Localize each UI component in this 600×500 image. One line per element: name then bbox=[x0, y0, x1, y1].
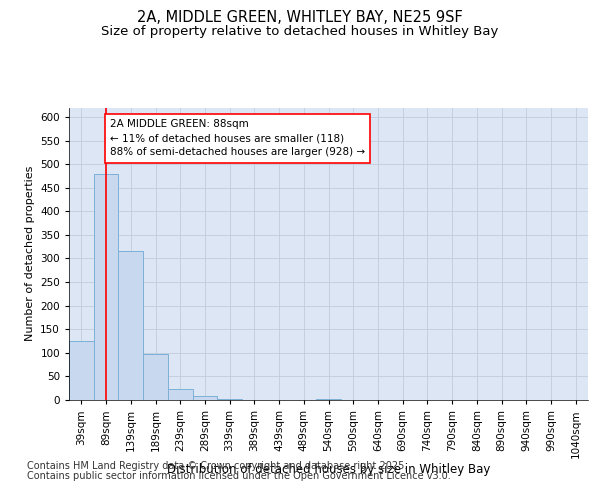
Text: Contains public sector information licensed under the Open Government Licence v3: Contains public sector information licen… bbox=[27, 471, 451, 481]
Bar bbox=[316, 399, 341, 400]
Y-axis label: Number of detached properties: Number of detached properties bbox=[25, 166, 35, 342]
Bar bbox=[143, 354, 168, 400]
Text: Size of property relative to detached houses in Whitley Bay: Size of property relative to detached ho… bbox=[101, 24, 499, 38]
Bar bbox=[217, 398, 242, 400]
Text: 2A, MIDDLE GREEN, WHITLEY BAY, NE25 9SF: 2A, MIDDLE GREEN, WHITLEY BAY, NE25 9SF bbox=[137, 10, 463, 25]
Bar bbox=[94, 174, 118, 400]
X-axis label: Distribution of detached houses by size in Whitley Bay: Distribution of detached houses by size … bbox=[167, 463, 490, 476]
Bar bbox=[193, 396, 217, 400]
Bar bbox=[118, 252, 143, 400]
Bar bbox=[168, 388, 193, 400]
Text: 2A MIDDLE GREEN: 88sqm
← 11% of detached houses are smaller (118)
88% of semi-de: 2A MIDDLE GREEN: 88sqm ← 11% of detached… bbox=[110, 120, 365, 158]
Text: Contains HM Land Registry data © Crown copyright and database right 2025.: Contains HM Land Registry data © Crown c… bbox=[27, 461, 407, 471]
Bar bbox=[69, 341, 94, 400]
